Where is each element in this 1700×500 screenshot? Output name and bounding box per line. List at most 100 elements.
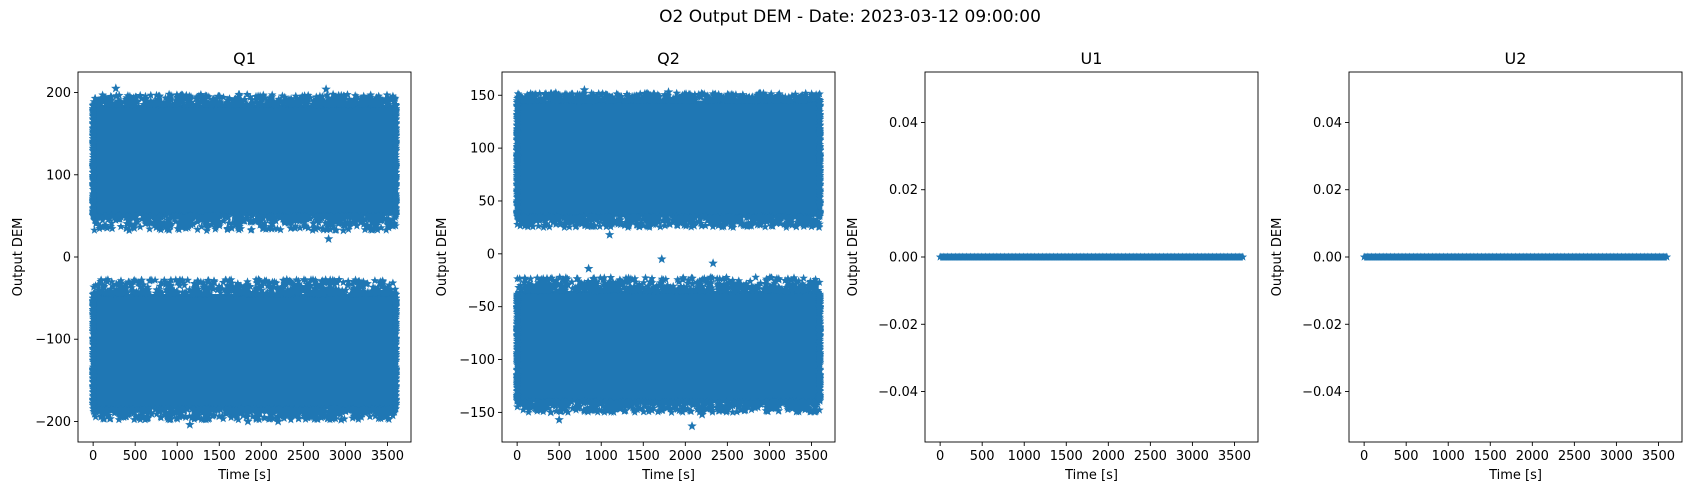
data-point xyxy=(583,263,594,273)
x-tick-label: 1000 xyxy=(1432,449,1465,464)
axes-frame xyxy=(501,71,836,443)
data-point xyxy=(323,233,334,243)
x-tick-label: 1500 xyxy=(627,449,660,464)
y-tick-label: 0.04 xyxy=(1313,116,1342,131)
subplot-title: Q1 xyxy=(233,49,256,68)
subplot-u1: 0 500 1000 1500 2000 2500 3000 3500 −0.04 −0.02 0.… xyxy=(846,49,1259,483)
y-tick-label: 100 xyxy=(46,168,71,183)
x-tick-label: 500 xyxy=(1394,449,1419,464)
x-tick-label: 2000 xyxy=(1516,449,1549,464)
data-point xyxy=(697,409,707,419)
data-markers xyxy=(512,85,825,431)
x-tick-label: 3500 xyxy=(795,449,828,464)
data-point xyxy=(663,87,674,97)
data-band-edge-markers xyxy=(513,272,824,416)
data-point xyxy=(185,419,195,429)
y-tick-label: −100 xyxy=(35,333,71,348)
subplot-title: U2 xyxy=(1505,49,1527,68)
data-markers xyxy=(1359,252,1672,261)
data-band-edge-markers xyxy=(513,88,824,231)
y-axis-label: Output DEM xyxy=(435,218,450,297)
x-tick-label: 3000 xyxy=(1176,449,1209,464)
subplot-q2: 0 500 1000 1500 2000 2500 3000 3500 −150 −100 −50 0… xyxy=(435,49,836,483)
data-band-edge-markers xyxy=(89,274,400,424)
x-axis-label: Time [s] xyxy=(217,468,271,483)
y-tick-label: 100 xyxy=(470,142,495,157)
x-tick-label: 3000 xyxy=(1600,449,1633,464)
data-markers xyxy=(88,83,401,429)
data-constant-markers xyxy=(935,252,1248,261)
data-point xyxy=(604,229,615,239)
data-band-core xyxy=(515,290,822,402)
subplot-q1: 0 500 1000 1500 2000 2500 3000 3500 −200 −100 0 100… xyxy=(11,49,412,483)
data-point xyxy=(687,421,697,431)
y-axis-label: Output DEM xyxy=(11,218,26,297)
subplot-title: Q2 xyxy=(657,49,680,68)
x-tick-label: 2500 xyxy=(287,449,320,464)
y-tick-label: 200 xyxy=(46,86,71,101)
x-tick-label: 2500 xyxy=(1134,449,1167,464)
data-band-core xyxy=(91,104,398,216)
y-tick-label: 50 xyxy=(478,194,495,209)
y-tick-label: −50 xyxy=(468,300,495,315)
x-tick-label: 2500 xyxy=(1558,449,1591,464)
x-tick-label: 3500 xyxy=(1218,449,1251,464)
data-point xyxy=(243,416,253,426)
data-point xyxy=(321,84,331,94)
y-tick-label: 0 xyxy=(63,251,71,266)
data-point xyxy=(708,258,718,268)
x-tick-label: 0 xyxy=(89,449,97,464)
data-point xyxy=(546,407,556,417)
data-point xyxy=(273,416,283,426)
data-point xyxy=(554,414,564,424)
y-tick-label: −0.02 xyxy=(878,318,918,333)
y-tick-label: −200 xyxy=(35,415,71,430)
y-tick-label: 0.00 xyxy=(889,251,918,266)
y-axis-label: Output DEM xyxy=(1270,218,1285,297)
x-tick-label: 1500 xyxy=(203,449,236,464)
subplot-u2: 0 500 1000 1500 2000 2500 3000 3500 −0.04 −0.02 0.… xyxy=(1270,49,1683,483)
data-band-edge-markers xyxy=(89,89,400,235)
x-tick-label: 500 xyxy=(970,449,995,464)
y-tick-label: 150 xyxy=(470,89,495,104)
x-axis-label: Time [s] xyxy=(641,468,695,483)
data-markers xyxy=(935,252,1248,261)
x-axis-label: Time [s] xyxy=(1064,468,1118,483)
x-axis-label: Time [s] xyxy=(1488,468,1542,483)
x-tick-label: 1000 xyxy=(585,449,618,464)
x-tick-label: 1000 xyxy=(1008,449,1041,464)
data-point xyxy=(657,254,667,264)
y-tick-label: 0.02 xyxy=(1313,183,1342,198)
x-tick-label: 3000 xyxy=(329,449,362,464)
data-band-core xyxy=(91,294,398,410)
figure-title: O2 Output DEM - Date: 2023-03-12 09:00:0… xyxy=(659,7,1041,27)
y-tick-label: −0.02 xyxy=(1302,318,1342,333)
x-tick-label: 3500 xyxy=(371,449,404,464)
y-tick-label: −0.04 xyxy=(1302,385,1342,400)
x-tick-label: 2000 xyxy=(245,449,278,464)
y-tick-label: 0.04 xyxy=(889,116,918,131)
data-point xyxy=(111,83,121,93)
y-axis-label: Output DEM xyxy=(846,218,861,297)
y-tick-label: 0.02 xyxy=(889,183,918,198)
x-tick-label: 2000 xyxy=(1092,449,1125,464)
y-tick-label: 0 xyxy=(487,247,495,262)
x-tick-label: 2000 xyxy=(669,449,702,464)
data-point xyxy=(551,88,561,98)
data-point xyxy=(579,85,590,94)
x-tick-label: 2500 xyxy=(711,449,744,464)
data-constant-markers xyxy=(1359,252,1672,261)
y-tick-label: −0.04 xyxy=(878,385,918,400)
y-tick-label: 0.00 xyxy=(1313,251,1342,266)
x-tick-label: 1500 xyxy=(1474,449,1507,464)
x-tick-label: 3500 xyxy=(1642,449,1675,464)
x-tick-label: 0 xyxy=(936,449,944,464)
y-tick-label: −150 xyxy=(459,406,495,421)
x-tick-label: 0 xyxy=(513,449,521,464)
y-tick-label: −100 xyxy=(459,353,495,368)
subplot-title: U1 xyxy=(1081,49,1103,68)
x-tick-label: 500 xyxy=(123,449,148,464)
x-tick-label: 3000 xyxy=(753,449,786,464)
x-tick-label: 0 xyxy=(1360,449,1368,464)
